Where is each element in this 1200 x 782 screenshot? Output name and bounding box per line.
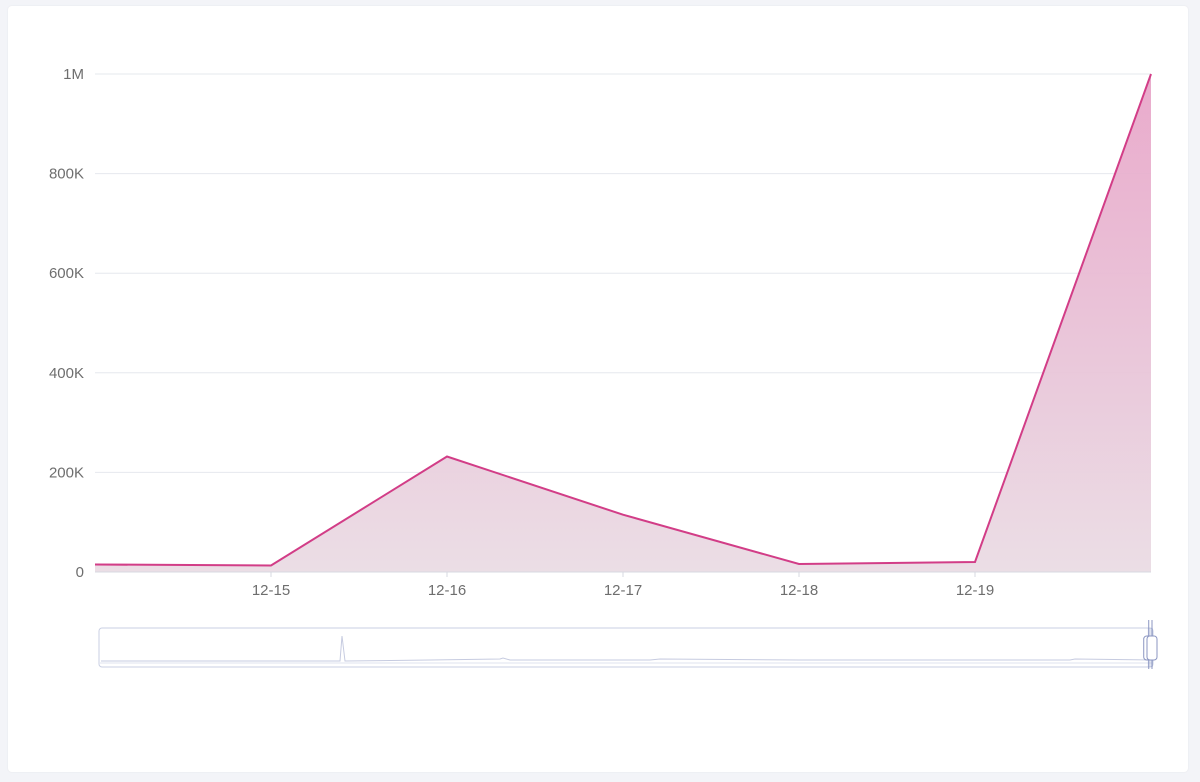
series-line-path: [94, 73, 1152, 567]
x-tick-label: 12-15: [252, 582, 290, 599]
x-tick-label: 12-16: [428, 582, 466, 599]
x-tick-label: 12-18: [780, 582, 818, 599]
y-tick-label: 0: [76, 564, 84, 581]
y-tick-label: 200K: [49, 464, 84, 481]
zoom-slider[interactable]: [98, 620, 1158, 669]
zoom-slider-preview: [101, 635, 1151, 662]
y-tick-label: 1M: [63, 66, 84, 83]
series-line: [94, 73, 1152, 567]
y-tick-label: 800K: [49, 166, 84, 183]
series-area-fill: [95, 74, 1151, 572]
y-tick-label: 400K: [49, 365, 84, 382]
x-tick-label: 12-17: [604, 582, 642, 599]
y-tick-label: 600K: [49, 265, 84, 282]
x-tick-label: 12-19: [956, 582, 994, 599]
series-area: [95, 74, 1151, 572]
x-axis: 12-15 12-16 12-17 12-18 12-19: [95, 571, 1151, 599]
y-axis: 0 200K 400K 600K 800K 1M: [49, 66, 84, 581]
zoom-slider-handle[interactable]: [1146, 635, 1158, 661]
grid-lines: [95, 73, 1151, 473]
